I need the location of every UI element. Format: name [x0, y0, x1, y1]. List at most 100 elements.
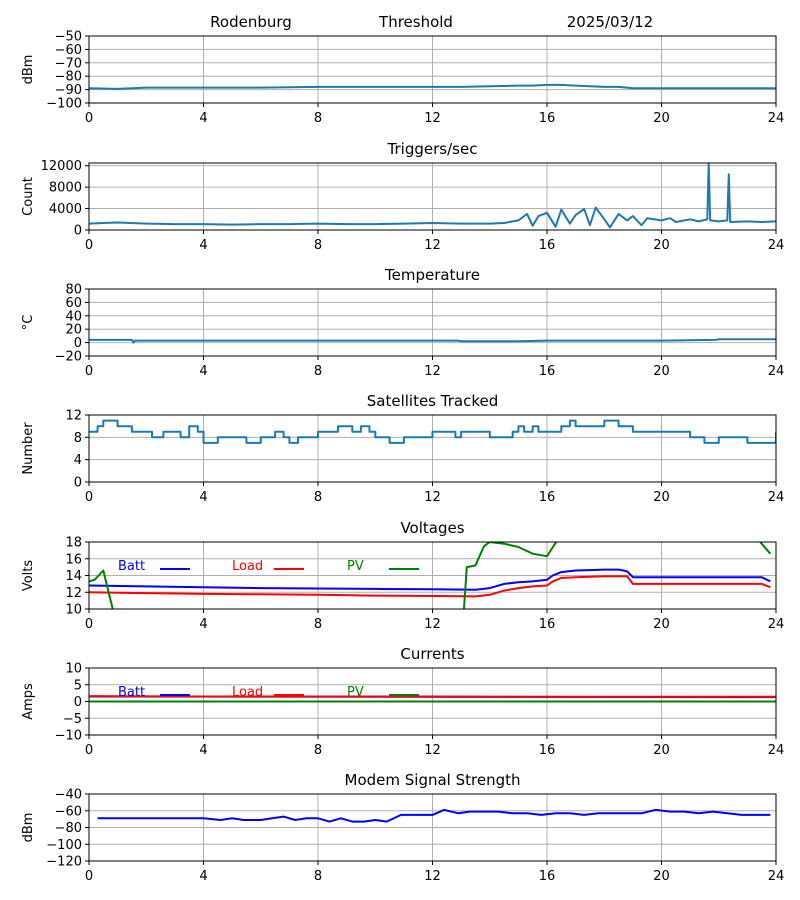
- y-axis-label: dBm: [21, 813, 36, 843]
- y-tick-label: −90: [55, 83, 82, 98]
- y-tick-label: 0: [74, 336, 82, 351]
- series-line-main: [89, 163, 776, 229]
- series-line-pv: [462, 542, 558, 609]
- y-tick-label: −80: [55, 70, 82, 85]
- y-tick-label: −120: [46, 855, 82, 870]
- x-tick-label: 24: [768, 111, 785, 126]
- x-tick-label: 8: [314, 743, 322, 758]
- x-tick-label: 0: [85, 743, 93, 758]
- y-tick-label: 0: [74, 476, 82, 491]
- y-tick-label: 8: [74, 431, 82, 446]
- panel-0: 0 4 8 12 16 20 24 −100−90−80−70−60−50 dBm: [21, 30, 784, 127]
- series-line-pv: [758, 542, 772, 555]
- y-tick-label: −80: [55, 821, 82, 836]
- legend-label-batt: Batt: [118, 559, 145, 574]
- series-line-pv: [89, 569, 114, 609]
- series-group: [97, 808, 771, 823]
- series-line-load: [89, 695, 776, 698]
- series-group: [89, 338, 776, 344]
- y-tick-label: 14: [65, 569, 82, 584]
- x-tick-label: 12: [424, 490, 441, 505]
- y-tick-label: 5: [74, 678, 82, 693]
- series-group: [89, 419, 776, 444]
- series-line-main: [89, 419, 776, 444]
- y-tick-label: 40: [65, 309, 82, 324]
- y-tick-label: 4: [74, 453, 82, 468]
- x-tick-label: 16: [539, 364, 556, 379]
- x-tick-label: 0: [85, 238, 93, 253]
- x-tick-label: 0: [85, 111, 93, 126]
- y-tick-label: 12: [65, 409, 82, 424]
- x-tick-label: 24: [768, 743, 785, 758]
- chart-title: Currents: [400, 645, 464, 663]
- x-tick-label: 12: [424, 238, 441, 253]
- y-tick-label: 12000: [41, 159, 82, 174]
- chart-title: Voltages: [400, 519, 464, 537]
- panel-5: 0 4 8 12 16 20 24 −10 −5 0 510 Currents Amps Batt Load…: [21, 645, 784, 758]
- panel-1: 0 4 8 12 16 20 24 0 4000 8000 12000 Triggers/sec Cou…: [21, 140, 784, 253]
- y-tick-label: −10: [55, 729, 82, 744]
- x-tick-label: 12: [424, 869, 441, 884]
- x-tick-label: 4: [199, 238, 207, 253]
- y-tick-label: −20: [55, 350, 82, 365]
- legend-label-load: Load: [232, 559, 263, 574]
- panel-6: 0 4 8 12 16 20 24 −120 −100 −80 −60−40 Modem Signal…: [21, 771, 784, 884]
- x-tick-label: 12: [424, 617, 441, 632]
- y-tick-label: 60: [65, 296, 82, 311]
- y-tick-label: −60: [55, 43, 82, 58]
- x-tick-label: 8: [314, 238, 322, 253]
- chart-title: Temperature: [384, 266, 480, 284]
- y-tick-label: −70: [55, 56, 82, 71]
- x-tick-label: 4: [199, 617, 207, 632]
- series-line-main: [89, 83, 776, 90]
- chart-title: Satellites Tracked: [367, 392, 498, 410]
- y-tick-label: 12: [65, 586, 82, 601]
- panel-3: 0 4 8 12 16 20 24 0 4 8 12 Satellites Tracked Number: [21, 392, 784, 505]
- x-tick-label: 24: [768, 364, 785, 379]
- y-axis-label: °C: [21, 315, 36, 331]
- x-tick-label: 8: [314, 364, 322, 379]
- x-tick-label: 20: [653, 364, 670, 379]
- x-tick-label: 0: [85, 869, 93, 884]
- x-tick-label: 16: [539, 238, 556, 253]
- x-tick-label: 4: [199, 111, 207, 126]
- x-tick-label: 8: [314, 869, 322, 884]
- chart-title: Triggers/sec: [387, 140, 478, 158]
- x-tick-label: 24: [768, 617, 785, 632]
- series-line-batt: [89, 568, 771, 591]
- x-tick-label: 12: [424, 364, 441, 379]
- x-tick-label: 12: [424, 111, 441, 126]
- x-tick-label: 8: [314, 111, 322, 126]
- x-tick-label: 20: [653, 238, 670, 253]
- x-tick-label: 4: [199, 364, 207, 379]
- y-tick-label: 16: [65, 552, 82, 567]
- y-axis-label: dBm: [21, 55, 36, 85]
- x-tick-label: 20: [653, 490, 670, 505]
- series-line-load: [89, 575, 771, 598]
- x-tick-label: 16: [539, 743, 556, 758]
- series-group: [89, 83, 776, 90]
- x-tick-label: 24: [768, 490, 785, 505]
- x-tick-label: 20: [653, 869, 670, 884]
- legend-label-pv: PV: [347, 559, 364, 574]
- y-tick-label: 0: [74, 695, 82, 710]
- y-tick-label: −40: [55, 788, 82, 803]
- series-group: [89, 163, 776, 229]
- header-mode: Threshold: [378, 13, 453, 31]
- y-tick-label: −100: [46, 838, 82, 853]
- y-tick-label: 18: [65, 536, 82, 551]
- x-tick-label: 0: [85, 490, 93, 505]
- x-tick-label: 24: [768, 869, 785, 884]
- x-tick-label: 12: [424, 743, 441, 758]
- x-tick-label: 16: [539, 111, 556, 126]
- x-tick-label: 24: [768, 238, 785, 253]
- legend-label-load: Load: [232, 685, 263, 700]
- y-axis-label: Amps: [21, 683, 36, 720]
- y-tick-label: −100: [46, 97, 82, 112]
- x-tick-label: 16: [539, 869, 556, 884]
- y-tick-label: −60: [55, 804, 82, 819]
- y-axis-label: Volts: [21, 560, 36, 592]
